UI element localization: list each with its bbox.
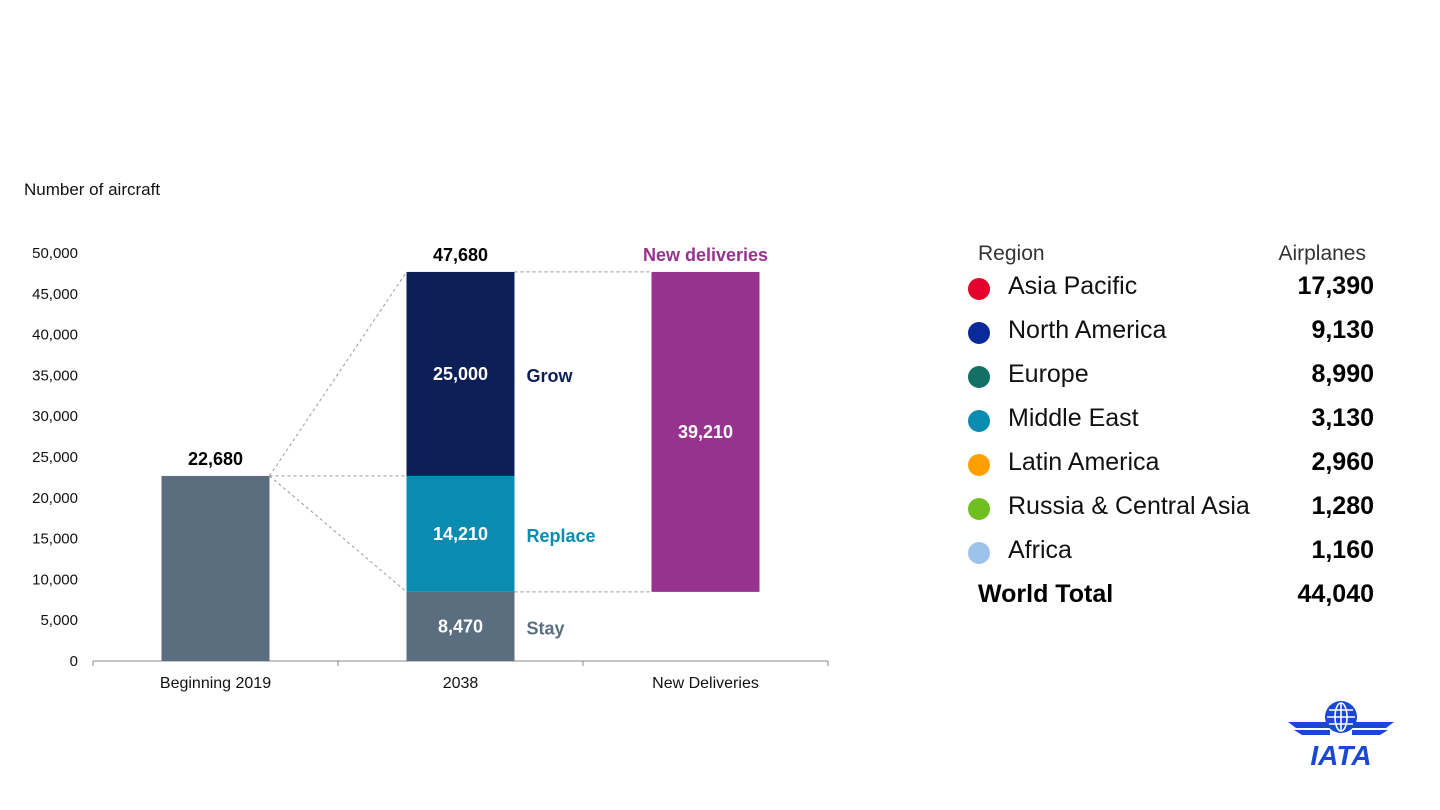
region-value: 1,280	[1311, 492, 1374, 520]
y-axis-title: Number of aircraft	[24, 180, 160, 199]
iata-logo: IATA	[1288, 701, 1394, 768]
region-name: Europe	[1008, 360, 1089, 388]
y-tick-label: 30,000	[32, 408, 78, 425]
segment-value-label: 39,210	[678, 422, 733, 442]
airplanes-column-header: Airplanes	[1278, 242, 1366, 265]
segment-name-label: Grow	[527, 366, 574, 386]
region-value: 17,390	[1297, 272, 1374, 300]
region-value: 3,130	[1311, 404, 1374, 432]
bar-total-label: New deliveries	[643, 245, 768, 265]
world-total-label: World Total	[978, 580, 1114, 608]
segment-value-label: 8,470	[438, 616, 483, 636]
region-row: Africa 1,160	[966, 534, 1386, 578]
bar-segment	[651, 271, 760, 592]
region-value: 1,160	[1311, 536, 1374, 564]
world-total-value: 44,040	[1297, 580, 1374, 608]
region-row: Russia & Central Asia 1,280	[966, 490, 1386, 534]
y-tick-label: 45,000	[32, 286, 78, 303]
region-color-dot	[968, 410, 990, 432]
bar-total-label: 47,680	[433, 245, 488, 265]
svg-text:IATA: IATA	[1310, 740, 1371, 768]
y-tick-label: 40,000	[32, 327, 78, 344]
x-tick-label: 2038	[443, 675, 479, 692]
bar-segment	[161, 475, 270, 661]
region-color-dot	[968, 498, 990, 520]
bar-segment	[406, 475, 515, 592]
y-tick-label: 0	[70, 653, 78, 670]
world-total-row: World Total 44,040	[966, 578, 1386, 622]
region-value: 2,960	[1311, 448, 1374, 476]
segment-name-label: Stay	[527, 618, 565, 638]
connector-line	[269, 475, 407, 593]
y-tick-label: 50,000	[32, 245, 78, 262]
x-tick-label: New Deliveries	[652, 675, 759, 692]
y-tick-label: 25,000	[32, 449, 78, 466]
region-value: 9,130	[1311, 316, 1374, 344]
region-row: Middle East 3,130	[966, 402, 1386, 446]
y-tick-label: 20,000	[32, 490, 78, 507]
region-table-header: Region Airplanes	[966, 240, 1386, 270]
bar-segment	[406, 591, 515, 661]
segment-name-label: Replace	[527, 526, 596, 546]
region-row: Asia Pacific 17,390	[966, 270, 1386, 314]
region-row: Europe 8,990	[966, 358, 1386, 402]
region-color-dot	[968, 278, 990, 300]
y-tick-label: 35,000	[32, 367, 78, 384]
region-table: Region Airplanes Asia Pacific 17,390 North…	[966, 240, 1386, 622]
region-row: Latin America 2,960	[966, 446, 1386, 490]
region-name: Africa	[1008, 536, 1072, 564]
y-tick-label: 10,000	[32, 571, 78, 588]
x-tick-label: Beginning 2019	[160, 675, 271, 692]
bar-chart: Number of aircraft 0 5,000 10,000 15,000 20,…	[24, 180, 829, 692]
segment-value-label: 25,000	[433, 364, 488, 384]
connector-line	[269, 271, 407, 477]
region-name: Middle East	[1008, 404, 1139, 432]
region-color-dot	[968, 542, 990, 564]
region-value: 8,990	[1311, 360, 1374, 388]
bar-total-label: 22,680	[188, 449, 243, 469]
y-tick-label: 5,000	[40, 612, 78, 629]
region-row: North America 9,130	[966, 314, 1386, 358]
bar-segment	[406, 271, 515, 476]
region-name: North America	[1008, 316, 1167, 344]
region-name: Russia & Central Asia	[1008, 492, 1250, 520]
segment-value-label: 14,210	[433, 524, 488, 544]
region-color-dot	[968, 322, 990, 344]
region-color-dot	[968, 366, 990, 388]
region-name: Latin America	[1008, 448, 1160, 476]
region-color-dot	[968, 454, 990, 476]
region-name: Asia Pacific	[1008, 272, 1138, 300]
region-column-header: Region	[978, 242, 1045, 265]
y-tick-label: 15,000	[32, 531, 78, 548]
